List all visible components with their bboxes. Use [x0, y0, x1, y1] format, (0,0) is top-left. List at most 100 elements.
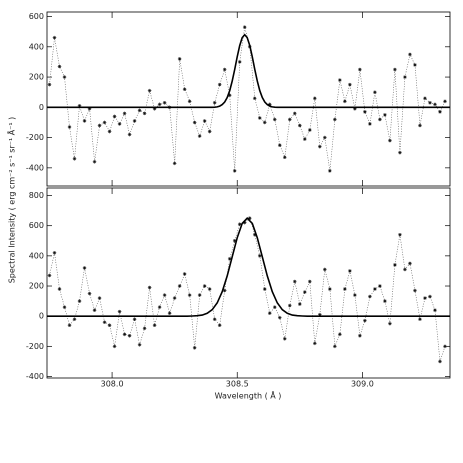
data-point [187, 293, 192, 297]
data-point [277, 143, 282, 147]
data-point [328, 169, 332, 173]
data-point [147, 88, 152, 93]
data-point [202, 119, 207, 123]
data-point [92, 159, 97, 164]
data-point [368, 122, 372, 126]
data-point [313, 96, 317, 101]
data-point [388, 321, 392, 326]
data-point [222, 67, 227, 72]
data-point [252, 232, 257, 237]
data-point [122, 111, 127, 116]
y-tick-label: 400 [29, 42, 44, 51]
data-point [62, 75, 67, 79]
y-tick-label: -400 [26, 163, 44, 172]
x-tick-label: 308.5 [226, 380, 249, 389]
data-point [137, 343, 142, 347]
data-point [443, 344, 447, 349]
data-point [222, 288, 227, 293]
data-point [177, 284, 182, 288]
data-point [152, 323, 157, 328]
data-point [298, 123, 302, 128]
data-point [172, 296, 177, 300]
data-line [49, 27, 446, 171]
y-tick-label: 400 [29, 251, 44, 260]
data-point [267, 311, 272, 315]
data-line [49, 217, 446, 362]
data-point [388, 138, 392, 143]
data-point [237, 60, 242, 64]
data-point [242, 25, 247, 29]
data-point [343, 99, 347, 104]
data-point [303, 137, 307, 141]
data-point [393, 263, 397, 267]
data-point [87, 291, 92, 296]
y-tick-label: -200 [26, 342, 44, 351]
data-point [267, 102, 272, 107]
data-point [187, 99, 192, 104]
data-point [323, 135, 327, 140]
data-point [97, 123, 102, 128]
data-point [142, 111, 147, 116]
data-point [207, 287, 212, 291]
data-point [373, 90, 377, 94]
data-point [318, 312, 322, 317]
data-point [272, 117, 277, 122]
data-point [398, 150, 402, 155]
plot-frame [46, 11, 451, 187]
data-point [47, 82, 52, 87]
y-tick-label: 200 [29, 73, 44, 82]
data-point [252, 96, 257, 101]
data-point [202, 284, 207, 288]
data-point [247, 216, 252, 220]
data-point [92, 308, 97, 312]
data-point [242, 220, 247, 225]
data-point [157, 102, 162, 107]
data-point [172, 161, 177, 166]
data-point [217, 323, 222, 328]
data-point [348, 82, 352, 87]
x-tick-label: 309.0 [351, 380, 374, 389]
data-point [197, 293, 202, 297]
data-point [77, 299, 82, 303]
y-tick-label: 200 [29, 282, 44, 291]
data-point [102, 320, 107, 325]
data-point [438, 110, 442, 114]
data-point [112, 114, 117, 119]
plot-frame [46, 187, 451, 379]
data-point [428, 100, 432, 105]
data-point [137, 108, 142, 113]
data-point [288, 117, 292, 122]
data-point [227, 93, 232, 98]
data-point [152, 107, 157, 111]
data-point [112, 344, 117, 349]
data-point [353, 293, 357, 297]
data-point [288, 303, 292, 308]
data-point [383, 299, 387, 303]
y-axis-label: Spectral Intensity ( erg cm⁻² s⁻¹ sr⁻¹ Å… [6, 117, 17, 284]
data-point [67, 125, 72, 129]
data-point [403, 75, 407, 79]
data-point [117, 122, 122, 126]
data-point [408, 52, 412, 57]
data-point [117, 309, 122, 314]
data-point [363, 318, 367, 323]
y-tick-label: 800 [29, 191, 44, 200]
data-point [192, 120, 197, 125]
y-tick-label: 600 [29, 12, 44, 21]
data-point [378, 284, 382, 288]
data-point [408, 261, 412, 266]
data-point [142, 326, 147, 331]
data-point [107, 323, 112, 328]
data-point [102, 120, 107, 125]
data-point [232, 169, 237, 173]
data-point [353, 107, 357, 111]
data-point [433, 308, 437, 312]
data-point [277, 315, 282, 320]
data-point [333, 117, 337, 122]
data-point [167, 311, 172, 315]
y-tick-label: 0 [39, 312, 44, 321]
data-point [293, 279, 297, 284]
data-point [62, 305, 67, 309]
data-point [358, 67, 362, 72]
